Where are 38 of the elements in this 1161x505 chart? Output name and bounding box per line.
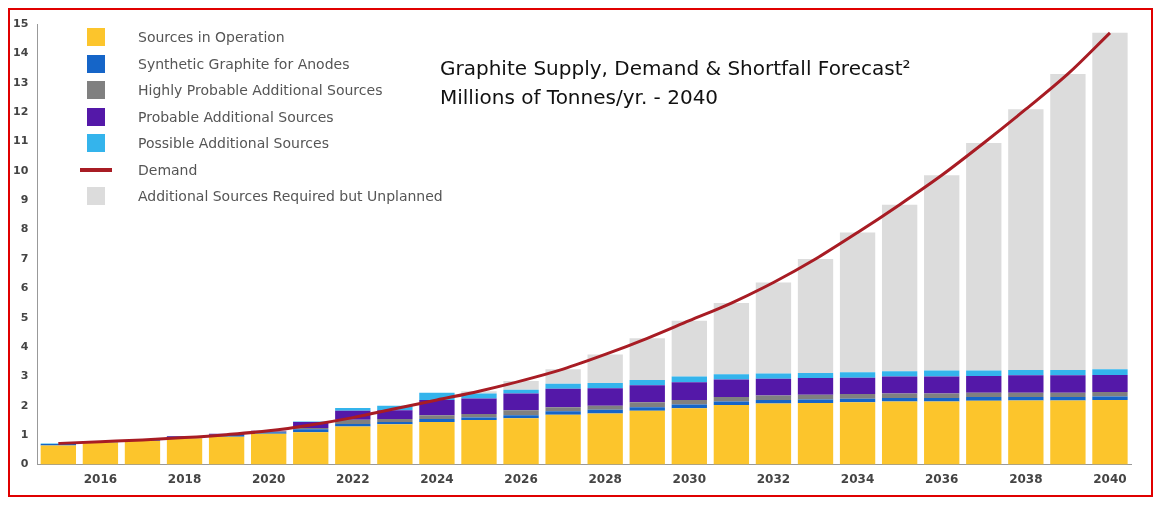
legend-label: Sources in Operation xyxy=(138,28,285,47)
y-tick-label: 10 xyxy=(13,163,29,177)
y-tick-label: 0 xyxy=(20,457,29,471)
y-tick-label: 11 xyxy=(13,134,29,148)
text: Millions of Tonnes/yr. - 2040 xyxy=(440,84,720,111)
x-tick-label: 2016 xyxy=(83,471,118,486)
y-tick-label: 8 xyxy=(20,222,29,236)
x-tick-label: 2022 xyxy=(336,471,370,486)
y-tick-label: 5 xyxy=(20,310,29,324)
y-tick-label: 3 xyxy=(20,369,29,383)
x-tick-label: 2030 xyxy=(672,471,707,486)
legend-label: Probable Additional Sources xyxy=(138,107,334,127)
y-tick-label: 2 xyxy=(20,398,29,412)
y-tick-label: 9 xyxy=(20,193,29,207)
legend-label: Highly Probable Additional Sources xyxy=(138,81,383,100)
y-tick-label: 6 xyxy=(20,281,29,295)
y-tick-label: 13 xyxy=(13,75,29,89)
x-tick-label: 2024 xyxy=(420,471,454,486)
y-tick-label: 14 xyxy=(13,46,29,60)
legend-label: Additional Sources Required but Unplanned xyxy=(138,187,443,206)
y-tick-label: 4 xyxy=(20,339,29,353)
legend-label: Synthetic Graphite for Anodes xyxy=(138,54,350,74)
x-tick-label: 2038 xyxy=(1009,471,1043,486)
y-tick-label: 12 xyxy=(13,104,29,118)
y-tick-label: 1 xyxy=(20,428,29,442)
text: Graphite Supply, Demand & Shortfall Forecast² xyxy=(440,55,911,82)
x-tick-label: 2034 xyxy=(840,471,875,486)
x-tick-label: 2026 xyxy=(504,471,538,486)
y-tick-label: 15 xyxy=(13,16,29,30)
x-tick-label: 2018 xyxy=(167,471,202,486)
x-tick-label: 2040 xyxy=(1093,471,1127,486)
y-tick-label: 7 xyxy=(20,251,29,265)
x-tick-label: 2028 xyxy=(588,471,622,486)
legend-label: Possible Additional Sources xyxy=(138,134,329,153)
x-tick-label: 2036 xyxy=(925,471,959,486)
x-tick-label: 2032 xyxy=(756,471,791,486)
x-tick-label: 2020 xyxy=(251,471,286,486)
legend-label: Demand xyxy=(138,160,198,180)
